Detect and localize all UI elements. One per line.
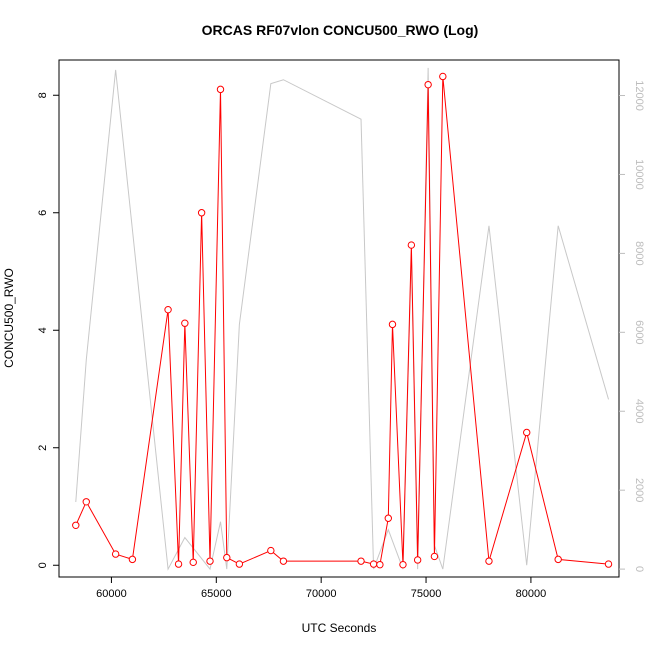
data-point	[388, 320, 397, 329]
data-point	[235, 560, 244, 568]
data-point	[189, 558, 197, 567]
y-axis-label: CONCU500_RWO	[2, 268, 16, 368]
y-tick-label: 6	[37, 210, 49, 216]
data-point	[439, 72, 447, 81]
y2-tick-label: 4000	[633, 399, 645, 423]
data-point	[206, 557, 214, 565]
y-tick-label: 8	[37, 92, 49, 98]
x-axis-label: UTC Seconds	[302, 621, 377, 635]
data-point	[72, 521, 80, 529]
axes: 60000 65000 70000 75000 80000 0 2 4 6 8 0 2000 4000 6…	[37, 80, 645, 600]
y2-tick-label: 6000	[633, 320, 645, 344]
data-point	[164, 305, 172, 314]
chart-title: ORCAS RF07vlon CONCU500_RWO (Log)	[202, 22, 479, 38]
secondary-series-line	[75, 67, 609, 571]
data-point	[267, 546, 275, 555]
data-point	[111, 550, 120, 558]
x-tick-label: 60000	[96, 588, 127, 600]
y-tick-label: 4	[37, 327, 49, 333]
y-tick-label: 2	[37, 445, 49, 451]
x-tick-label: 65000	[201, 588, 232, 600]
data-point	[197, 209, 206, 217]
data-point	[384, 514, 392, 522]
data-point	[376, 560, 384, 569]
data-point	[407, 241, 416, 249]
y2-tick-label: 2000	[633, 478, 645, 502]
y2-tick-label: 12000	[633, 80, 645, 111]
data-point	[523, 428, 531, 437]
x-tick-label: 70000	[306, 588, 337, 600]
data-point	[181, 319, 189, 327]
y2-tick-label: 8000	[633, 241, 645, 265]
data-point	[485, 557, 493, 565]
y-tick-label: 0	[37, 562, 49, 568]
secondary-series-group	[75, 67, 609, 571]
x-tick-label: 75000	[411, 588, 442, 600]
data-point	[223, 553, 231, 562]
y2-tick-label: 10000	[633, 159, 645, 190]
data-point	[399, 560, 407, 569]
data-point	[128, 555, 137, 564]
y2-tick-label: 0	[633, 566, 645, 572]
data-point	[430, 552, 439, 561]
primary-series-line	[75, 76, 609, 566]
data-point	[424, 80, 432, 89]
plot-area-frame	[58, 59, 620, 578]
data-point	[174, 560, 183, 568]
data-point	[554, 555, 562, 564]
data-point	[279, 557, 288, 565]
data-point	[357, 557, 365, 565]
data-point	[82, 498, 90, 506]
data-point	[369, 560, 378, 568]
x-tick-label: 80000	[516, 588, 547, 600]
data-point	[413, 556, 422, 564]
data-point	[216, 85, 225, 94]
primary-series-group	[72, 72, 613, 569]
data-point	[604, 560, 613, 568]
